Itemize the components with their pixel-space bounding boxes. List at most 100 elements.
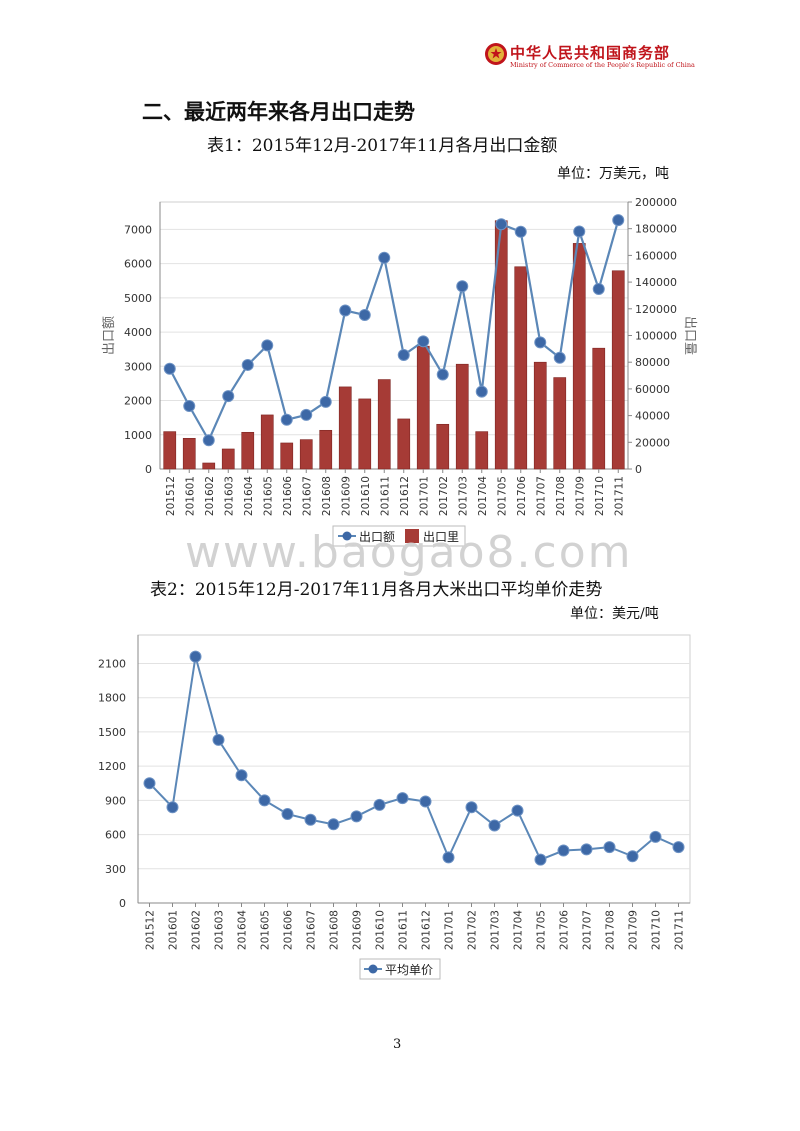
- x-tick-label: 201709: [628, 910, 640, 950]
- data-point: [592, 282, 605, 295]
- y-tick-label: 0: [119, 897, 126, 910]
- x-tick-label: 201603: [223, 476, 235, 516]
- x-tick-label: 201608: [329, 910, 341, 950]
- data-point: [261, 339, 274, 352]
- x-tick-label: 201703: [457, 476, 469, 516]
- data-point: [603, 841, 616, 854]
- y-tick-label: 2000: [124, 395, 152, 408]
- data-point: [143, 777, 156, 790]
- x-tick-label: 201702: [438, 476, 450, 516]
- data-point: [319, 395, 332, 408]
- x-tick-label: 201705: [496, 476, 508, 516]
- y2-tick-label: 40000: [635, 410, 670, 423]
- data-point: [166, 801, 179, 814]
- x-tick-label: 201708: [555, 476, 567, 516]
- bar: [202, 462, 216, 470]
- data-point: [475, 385, 488, 398]
- bar: [358, 398, 372, 470]
- x-tick-label: 201610: [360, 476, 372, 516]
- x-tick-label: 201608: [321, 476, 333, 516]
- y2-tick-label: 120000: [635, 303, 677, 316]
- data-point: [553, 351, 566, 364]
- x-tick-label: 201604: [243, 476, 255, 516]
- data-point: [436, 368, 449, 381]
- chart2-unit: 单位：美元/吨: [570, 606, 659, 622]
- data-point: [373, 798, 386, 811]
- data-point: [573, 225, 586, 238]
- page-number: 3: [393, 1037, 402, 1052]
- x-tick-label: 201706: [516, 476, 528, 516]
- bar: [182, 437, 196, 470]
- x-tick-label: 201605: [262, 476, 274, 516]
- x-tick-label: 201609: [352, 910, 364, 950]
- x-tick-label: 201612: [399, 476, 411, 516]
- data-point: [235, 769, 248, 782]
- y2-tick-label: 100000: [635, 330, 677, 343]
- legend-line-marker: [368, 964, 378, 974]
- data-point: [202, 434, 215, 447]
- data-point: [442, 851, 455, 864]
- x-tick-label: 201710: [594, 476, 606, 516]
- x-tick-label: 201606: [282, 476, 294, 516]
- x-tick-label: 201611: [379, 476, 391, 516]
- data-point: [534, 336, 547, 349]
- x-tick-label: 201512: [145, 910, 157, 950]
- data-point: [417, 335, 430, 348]
- x-tick-label: 201701: [418, 476, 430, 516]
- bar: [592, 347, 606, 470]
- chart1-caption: 表1：2015年12月-2017年11月各月出口金额: [207, 136, 558, 156]
- legend-bar-swatch: [405, 529, 419, 543]
- bar: [611, 270, 625, 470]
- legend-box: [332, 525, 466, 547]
- legend-label: 出口里: [423, 530, 459, 544]
- watermark: www.baogao8.com: [185, 527, 633, 578]
- chart1-unit: 单位：万美元，吨: [557, 166, 669, 182]
- bar: [397, 418, 411, 470]
- legend: 出口额 出口里: [332, 525, 466, 547]
- y-tick-label: 5000: [124, 292, 152, 305]
- data-point: [557, 844, 570, 857]
- x-tick-label: 201602: [204, 476, 216, 516]
- y-tick-label: 1800: [98, 692, 126, 705]
- x-tick-label: 201711: [674, 910, 686, 950]
- legend-label: 平均单价: [385, 963, 433, 977]
- data-point: [189, 650, 202, 663]
- bar: [221, 448, 235, 470]
- y2-tick-label: 140000: [635, 276, 677, 289]
- data-point: [327, 818, 340, 831]
- x-tick-label: 201708: [605, 910, 617, 950]
- x-tick-label: 201711: [613, 476, 625, 516]
- y-tick-label: 1200: [98, 760, 126, 773]
- data-point: [163, 362, 176, 375]
- y2-tick-label: 80000: [635, 356, 670, 369]
- bar: [455, 363, 469, 470]
- bar: [553, 377, 567, 470]
- y2-tick-label: 20000: [635, 436, 670, 449]
- data-point: [626, 850, 639, 863]
- legend-box: [359, 958, 441, 980]
- data-point: [397, 349, 410, 362]
- y2-axis-title: 出口量: [682, 316, 697, 355]
- data-point: [280, 413, 293, 426]
- bar: [338, 386, 352, 470]
- ministry-name-en: Ministry of Commerce of the People's Rep…: [510, 61, 695, 69]
- data-point: [378, 251, 391, 264]
- data-point: [222, 390, 235, 403]
- data-point: [358, 308, 371, 321]
- y-tick-label: 7000: [124, 223, 152, 236]
- x-tick-label: 201710: [651, 910, 663, 950]
- data-point: [281, 808, 294, 821]
- y-tick-label: 300: [105, 863, 126, 876]
- x-tick-label: 201702: [467, 910, 479, 950]
- bar: [475, 431, 489, 470]
- x-tick-label: 201607: [301, 476, 313, 516]
- bar: [260, 414, 274, 470]
- data-point: [339, 304, 352, 317]
- x-tick-label: 201703: [490, 910, 502, 950]
- x-tick-label: 201705: [536, 910, 548, 950]
- y-tick-label: 0: [145, 463, 152, 476]
- data-point: [465, 801, 478, 814]
- x-tick-label: 201612: [421, 910, 433, 950]
- data-point: [183, 400, 196, 413]
- x-tick-label: 201605: [260, 910, 272, 950]
